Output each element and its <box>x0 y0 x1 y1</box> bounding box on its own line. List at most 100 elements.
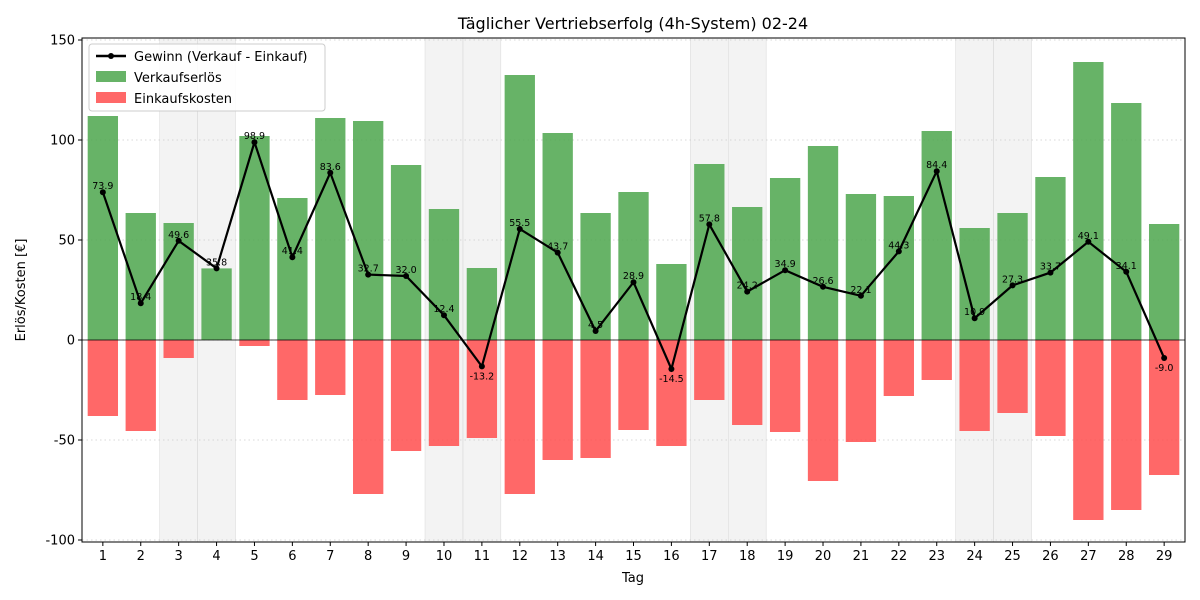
profit-point <box>1085 238 1092 245</box>
y-tick-label: 0 <box>67 334 75 349</box>
profit-point <box>403 273 410 279</box>
revenue-bar <box>997 213 1028 340</box>
cost-bar <box>656 340 687 446</box>
revenue-bar <box>542 133 573 340</box>
profit-point <box>782 267 789 274</box>
cost-bar <box>883 340 914 396</box>
revenue-bar <box>921 131 952 340</box>
data-label: 10.9 <box>964 307 985 318</box>
x-tick-label: 3 <box>175 549 183 564</box>
data-label: -13.2 <box>470 371 495 382</box>
profit-point <box>440 312 447 319</box>
profit-point <box>933 168 940 175</box>
data-label: 55.5 <box>509 218 530 229</box>
x-tick-label: 27 <box>1080 549 1097 564</box>
legend-cost-swatch <box>96 92 126 103</box>
data-label: 98.9 <box>244 131 265 142</box>
profit-point <box>857 292 864 299</box>
cost-bar <box>390 340 422 451</box>
x-tick-label: 9 <box>402 549 410 564</box>
revenue-bar <box>1035 177 1066 340</box>
x-tick-label: 13 <box>549 549 566 564</box>
profit-point <box>706 221 713 228</box>
revenue-bar <box>807 146 839 340</box>
profit-point <box>971 315 978 322</box>
x-tick-label: 1 <box>99 549 107 564</box>
legend-box <box>88 43 326 112</box>
cost-bar <box>959 340 990 431</box>
revenue-bar <box>504 75 535 340</box>
x-tick-label: 15 <box>625 549 642 564</box>
profit-point <box>744 288 751 295</box>
data-label: 49.1 <box>1078 231 1099 242</box>
revenue-bar <box>390 165 422 340</box>
profit-point <box>516 226 523 232</box>
cost-bar <box>428 340 460 446</box>
y-tick-label: 150 <box>50 34 75 49</box>
x-tick-label: 19 <box>777 549 794 564</box>
profit-point <box>820 283 827 290</box>
data-label: 24.2 <box>737 281 758 292</box>
profit-point <box>630 279 637 286</box>
data-label: 34.1 <box>1116 261 1137 272</box>
x-tick-label: 25 <box>1004 549 1021 564</box>
x-tick-label: 24 <box>966 549 983 564</box>
profit-point <box>137 300 144 307</box>
revenue-bar <box>239 136 270 340</box>
profit-point <box>1161 355 1168 361</box>
revenue-bar <box>201 268 232 340</box>
data-label: 28.9 <box>623 271 644 282</box>
data-label: 43.7 <box>547 242 568 253</box>
cost-bar <box>87 340 119 416</box>
profit-point <box>1009 282 1016 289</box>
cost-bar <box>239 340 270 346</box>
legend-revenue-swatch <box>96 71 126 82</box>
x-tick-label: 14 <box>587 549 604 564</box>
x-tick-label: 17 <box>701 549 718 564</box>
cost-bar <box>1148 340 1180 475</box>
revenue-bar <box>315 118 346 340</box>
x-tick-label: 23 <box>928 549 945 564</box>
data-label: 22.1 <box>850 285 871 296</box>
y-axis-label: Erlös/Kosten [€] <box>14 239 29 342</box>
data-label: 44.3 <box>888 240 909 251</box>
legend-profit-label: Gewinn (Verkauf - Einkauf) <box>134 50 307 65</box>
revenue-bar <box>1073 62 1104 340</box>
x-tick-label: 12 <box>512 549 529 564</box>
x-tick-label: 29 <box>1156 549 1173 564</box>
cost-bar <box>315 340 346 395</box>
cost-bar <box>1073 340 1104 520</box>
cost-bar <box>1035 340 1066 436</box>
data-label: 12.4 <box>433 304 454 315</box>
cost-bar <box>694 340 725 400</box>
cost-bar <box>277 340 308 400</box>
data-label: 33.7 <box>1040 262 1061 273</box>
legend-cost-label: Einkaufskosten <box>134 92 232 107</box>
x-tick-label: 22 <box>891 549 908 564</box>
y-tick-label: 100 <box>50 134 75 149</box>
revenue-bar <box>959 228 990 340</box>
revenue-bar <box>1111 103 1142 340</box>
cost-bar <box>921 340 952 380</box>
revenue-bar <box>769 178 801 340</box>
cost-bar <box>163 340 194 358</box>
data-label: 57.8 <box>699 213 720 224</box>
revenue-bar <box>277 198 308 340</box>
revenue-bar <box>694 164 725 340</box>
legend-revenue-label: Verkaufserlös <box>134 71 222 86</box>
cost-bar <box>125 340 156 431</box>
profit-point <box>554 249 561 256</box>
revenue-bar <box>87 116 119 340</box>
cost-bar <box>807 340 839 481</box>
cost-bar <box>732 340 763 425</box>
revenue-bar <box>1148 224 1180 340</box>
profit-point <box>592 328 599 334</box>
profit-point <box>478 363 485 370</box>
data-label: 35.8 <box>206 257 227 268</box>
profit-point <box>1123 268 1130 275</box>
profit-point <box>1047 269 1054 276</box>
y-tick-label: -50 <box>54 434 75 449</box>
legend: Gewinn (Verkauf - Einkauf) Verkaufserlös… <box>88 43 326 112</box>
x-tick-label: 21 <box>853 549 870 564</box>
